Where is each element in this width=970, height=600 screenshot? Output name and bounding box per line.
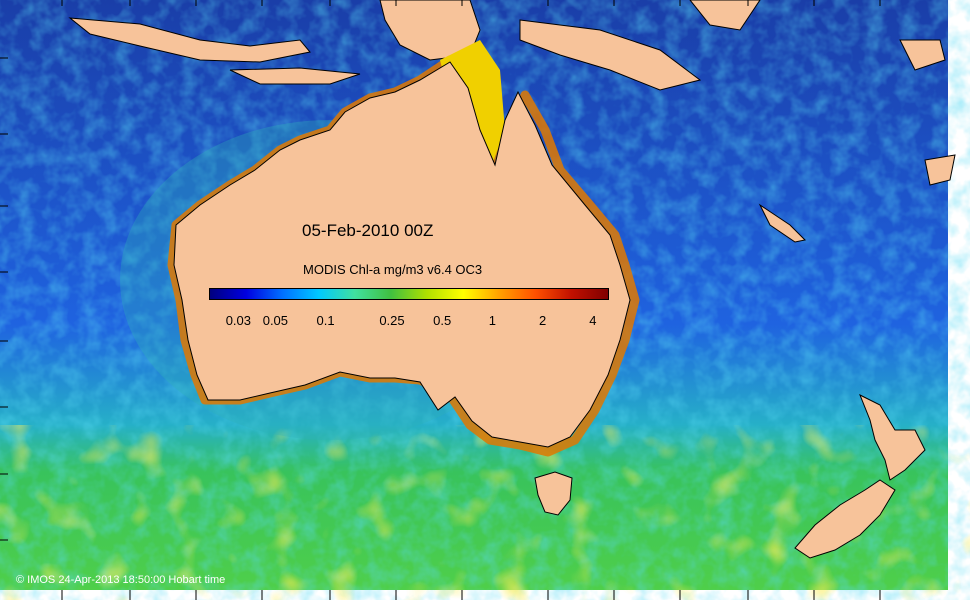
colorbar-tick-label: 0.1 bbox=[316, 313, 335, 328]
tasmania-land bbox=[534, 471, 573, 516]
new-zealand-south-island bbox=[794, 479, 896, 559]
colorbar-tick-label: 4 bbox=[589, 313, 597, 328]
colorbar-tick-label: 0.05 bbox=[262, 313, 289, 328]
date-label: 05-Feb-2010 00Z bbox=[302, 221, 434, 240]
colorbar-tick-label: 0.03 bbox=[225, 313, 252, 328]
colorbar-tick-label: 1 bbox=[488, 313, 497, 328]
credit-text: © IMOS 24-Apr-2013 18:50:00 Hobart time bbox=[16, 574, 226, 586]
colorbar bbox=[209, 288, 609, 300]
new-zealand-north-island bbox=[859, 393, 926, 481]
southern-bloom-texture bbox=[0, 440, 948, 590]
northern-islands bbox=[68, 0, 956, 186]
colorbar-tick-label: 0.25 bbox=[379, 313, 405, 328]
new-caledonia-land bbox=[758, 203, 807, 243]
colorbar-title: MODIS Chl-a mg/m3 v6.4 OC3 bbox=[303, 262, 483, 277]
australia-land bbox=[173, 61, 631, 448]
colorbar-tick-label: 0.5 bbox=[433, 313, 452, 328]
colorbar-tick-label: 2 bbox=[538, 313, 547, 328]
frame-ticks bbox=[0, 0, 881, 600]
